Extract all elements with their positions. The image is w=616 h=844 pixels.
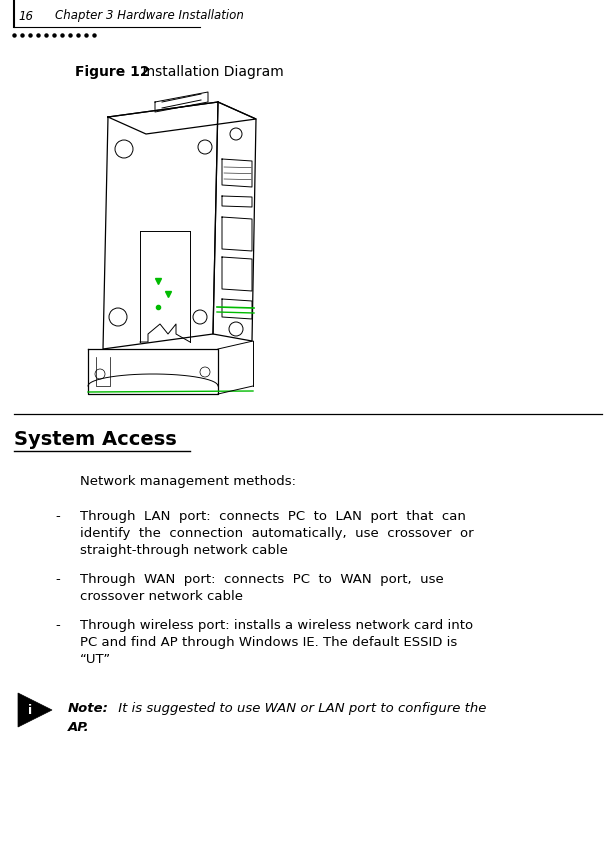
Text: i: i [28, 704, 32, 717]
Text: Figure 12: Figure 12 [75, 65, 150, 78]
Text: PC and find AP through Windows IE. The default ESSID is: PC and find AP through Windows IE. The d… [80, 636, 457, 648]
Text: It is suggested to use WAN or LAN port to configure the: It is suggested to use WAN or LAN port t… [114, 701, 487, 714]
Text: straight-through network cable: straight-through network cable [80, 544, 288, 556]
Text: -: - [55, 619, 60, 631]
Polygon shape [18, 693, 52, 728]
Text: -: - [55, 572, 60, 585]
Text: Network management methods:: Network management methods: [80, 474, 296, 488]
Text: 16: 16 [18, 9, 33, 23]
Text: “UT”: “UT” [80, 652, 111, 665]
Text: crossover network cable: crossover network cable [80, 589, 243, 603]
Text: System Access: System Access [14, 430, 177, 449]
Text: identify  the  connection  automatically,  use  crossover  or: identify the connection automatically, u… [80, 527, 474, 539]
Text: Chapter 3 Hardware Installation: Chapter 3 Hardware Installation [55, 9, 244, 23]
Text: Installation Diagram: Installation Diagram [138, 65, 284, 78]
Text: Note:: Note: [68, 701, 109, 714]
Text: AP.: AP. [68, 720, 89, 733]
Text: -: - [55, 510, 60, 522]
Text: Through  WAN  port:  connects  PC  to  WAN  port,  use: Through WAN port: connects PC to WAN por… [80, 572, 444, 585]
Text: Through  LAN  port:  connects  PC  to  LAN  port  that  can: Through LAN port: connects PC to LAN por… [80, 510, 466, 522]
Text: Through wireless port: installs a wireless network card into: Through wireless port: installs a wirele… [80, 619, 473, 631]
